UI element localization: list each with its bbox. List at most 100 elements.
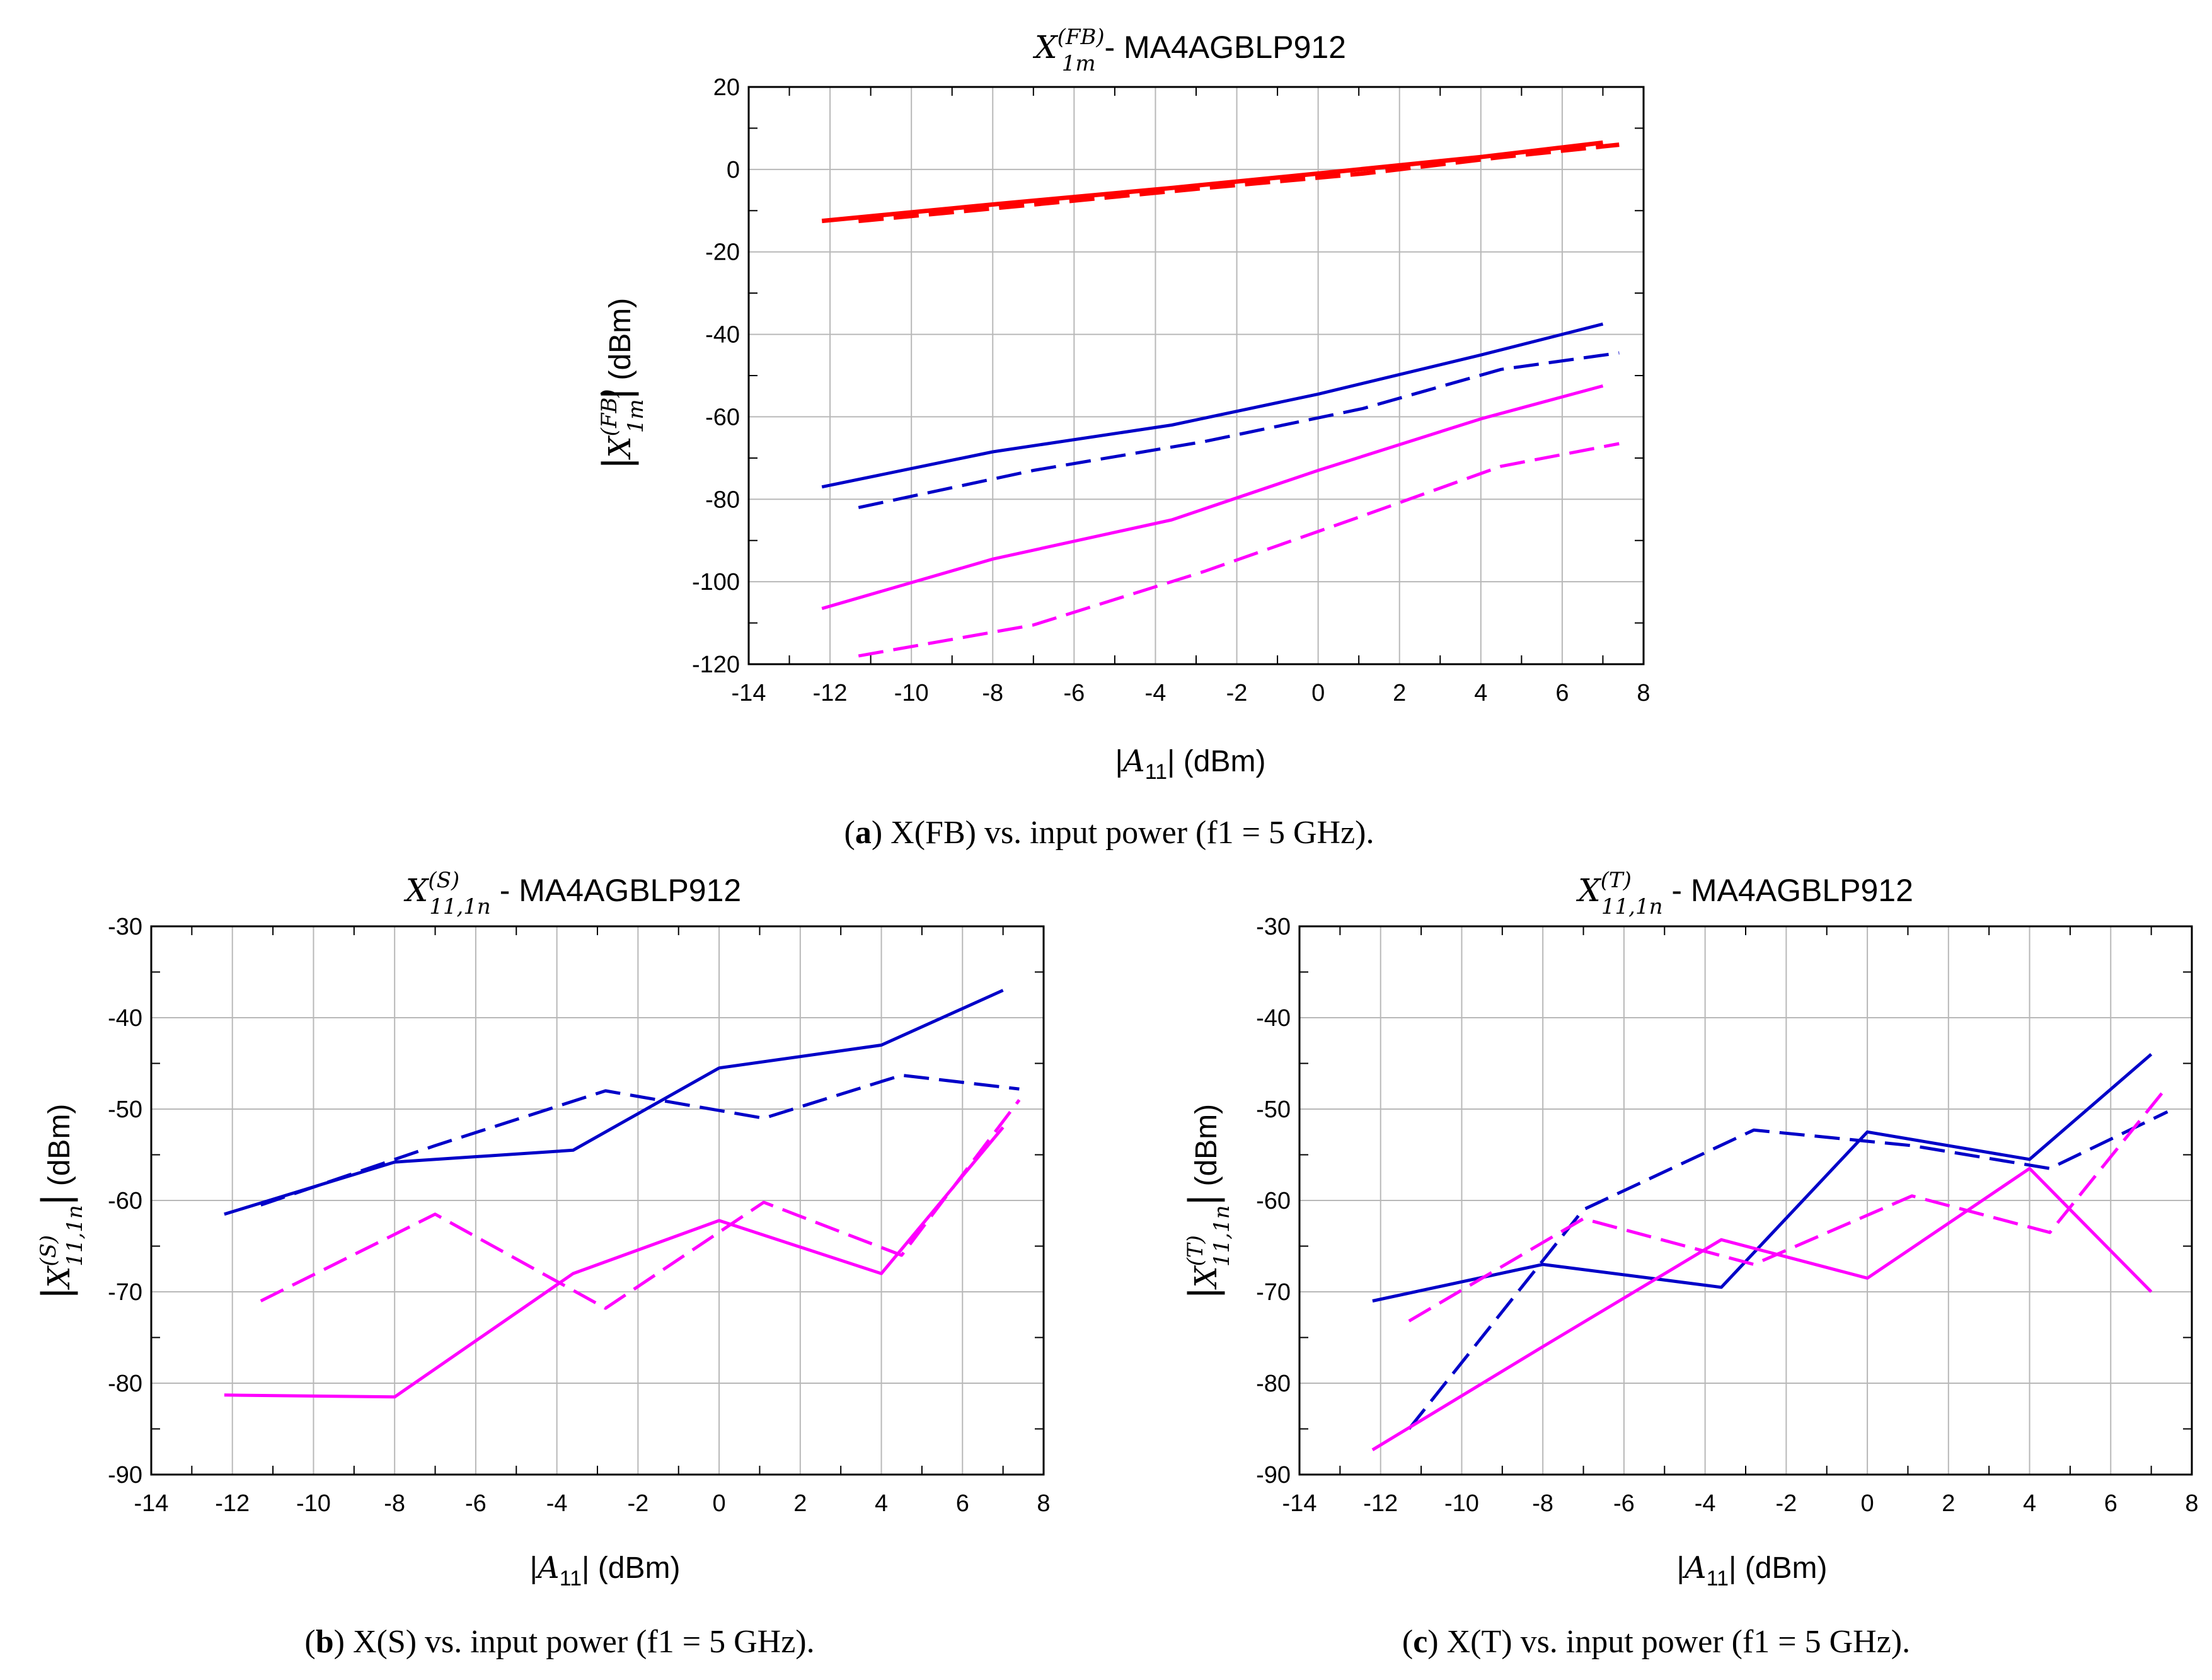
x-tick-label: 0: [1311, 680, 1325, 706]
x-tick-label: -2: [1775, 1490, 1797, 1517]
x-tick-label: -8: [1532, 1490, 1553, 1517]
series-line-blue-solid: [821, 322, 1604, 489]
x-tick-label: -10: [1444, 1490, 1479, 1517]
figure-caption: (a) X(FB) vs. input power (f1 = 5 GHz).: [844, 815, 1374, 851]
y-tick-label: -100: [692, 569, 740, 595]
y-tick-label: -30: [108, 914, 142, 940]
x-tick-label: 2: [793, 1490, 807, 1517]
series-line-red-dashed: [858, 142, 1620, 224]
grid: [1299, 926, 2192, 1475]
x-axis-label: |A11| (dBm): [1677, 1550, 1828, 1591]
chart-panel-b: X(S) 11,1n - MA4AGBLP912 -14 -12 -10 -8 -6 -4 -…: [33, 868, 1051, 1660]
chart-panel-a: X(FB) 1m - MA4AGBLP912 -14 -12 -10 -8 -6 -4 -2 0…: [594, 25, 1650, 851]
series-line-magenta-dashed: [260, 1098, 1021, 1310]
y-tick-labels: -120 -100 -80 -60 -40 -20 0 20: [692, 74, 740, 678]
y-tick-label: 20: [713, 74, 740, 101]
x-tick-label: -12: [813, 680, 848, 706]
minor-ticks: [1299, 926, 2192, 1475]
chart-title: X(S) 11,1n - MA4AGBLP912: [403, 868, 741, 919]
x-tick-label: -6: [465, 1490, 487, 1517]
x-tick-label: 8: [1037, 1490, 1050, 1517]
x-tick-labels: -14 -12 -10 -8 -6 -4 -2 0 2 4 6 8: [1282, 1490, 2199, 1517]
series-group: [821, 140, 1620, 658]
x-tick-label: -4: [546, 1490, 568, 1517]
series-line-blue-solid: [224, 989, 1004, 1216]
x-tick-label: 4: [2023, 1490, 2036, 1517]
y-tick-label: -80: [108, 1371, 142, 1397]
y-tick-label: -90: [1256, 1462, 1291, 1488]
y-tick-label: -40: [108, 1005, 142, 1032]
x-tick-label: -4: [1145, 680, 1166, 706]
series-line-magenta-solid: [821, 384, 1604, 611]
y-tick-label: -60: [705, 404, 740, 430]
x-tick-label: 2: [1942, 1490, 1955, 1517]
x-tick-label: -14: [732, 680, 766, 706]
x-tick-label: 2: [1393, 680, 1406, 706]
figure-caption: (b) X(S) vs. input power (f1 = 5 GHz).: [304, 1624, 814, 1660]
series-line-magenta-dashed: [1408, 1085, 2169, 1323]
x-tick-label: -12: [1363, 1490, 1398, 1517]
x-tick-label: 4: [1474, 680, 1487, 706]
y-tick-label: -20: [705, 239, 740, 266]
series-line-magenta-dashed: [858, 442, 1620, 658]
y-tick-label: -50: [108, 1096, 142, 1123]
x-tick-labels: -14 -12 -10 -8 -6 -4 -2 0 2 4 6 8: [134, 1490, 1051, 1517]
x-tick-label: 4: [875, 1490, 888, 1517]
series-line-blue-solid: [1372, 1053, 2153, 1303]
y-tick-label: -90: [108, 1462, 142, 1488]
x-tick-label: -14: [1282, 1490, 1317, 1517]
x-tick-label: 0: [1861, 1490, 1874, 1517]
series-line-blue-dashed: [858, 351, 1620, 509]
grid: [151, 926, 1044, 1475]
x-tick-label: -6: [1613, 1490, 1635, 1517]
y-tick-label: -70: [1256, 1279, 1291, 1306]
x-tick-label: -2: [1226, 680, 1248, 706]
x-tick-label: -12: [215, 1490, 250, 1517]
x-tick-label: -8: [384, 1490, 405, 1517]
minor-ticks: [749, 87, 1644, 664]
series-group: [224, 989, 1021, 1399]
x-tick-label: -4: [1695, 1490, 1716, 1517]
series-line-magenta-solid: [1371, 1166, 2153, 1451]
x-tick-label: -14: [134, 1490, 169, 1517]
y-tick-label: 0: [727, 157, 740, 183]
y-axis-label: |X(FB)1m| (dBm): [594, 298, 648, 468]
x-axis-label: |A11| (dBm): [530, 1550, 681, 1591]
series-line-red-solid: [821, 140, 1603, 224]
x-tick-label: -6: [1063, 680, 1085, 706]
y-tick-label: -70: [108, 1279, 142, 1306]
y-tick-labels: -90 -80 -70 -60 -50 -40 -30: [1256, 914, 1291, 1488]
y-tick-label: -80: [705, 486, 740, 513]
figure-caption: (c) X(T) vs. input power (f1 = 5 GHz).: [1402, 1624, 1910, 1660]
minor-ticks: [151, 926, 1044, 1475]
x-tick-label: 8: [1637, 680, 1650, 706]
y-tick-label: -120: [692, 652, 740, 678]
x-tick-label: 8: [2185, 1490, 2198, 1517]
x-tick-label: 6: [956, 1490, 969, 1517]
chart-panel-c: X(T) 11,1n - MA4AGBLP912 -14 -12 -10 -8 -6 -4-…: [1180, 868, 2199, 1660]
chart-title: X(T) 11,1n - MA4AGBLP912: [1575, 868, 1913, 919]
y-tick-label: -80: [1256, 1371, 1291, 1397]
y-tick-label: -60: [1256, 1188, 1291, 1214]
x-tick-labels: -14 -12 -10 -8 -6 -4 -2 0 2 4 6 8: [732, 680, 1650, 706]
grid: [748, 86, 1644, 665]
series-line-blue-dashed: [1407, 1110, 2169, 1430]
y-tick-label: -40: [1256, 1005, 1291, 1032]
x-tick-label: -10: [296, 1490, 331, 1517]
y-tick-label: -30: [1256, 914, 1291, 940]
y-tick-labels: -90 -80 -70 -60 -50 -40 -30: [108, 914, 142, 1488]
chart-title: X(FB) 1m - MA4AGBLP912: [1032, 25, 1346, 76]
plot-frame: [747, 86, 1645, 665]
y-axis-label: |X(T)11,1n| (dBm): [1180, 1104, 1235, 1298]
x-axis-label: |A11| (dBm): [1115, 744, 1266, 784]
y-tick-label: -40: [705, 322, 740, 348]
x-tick-label: 6: [1555, 680, 1569, 706]
x-tick-label: 0: [713, 1490, 726, 1517]
x-tick-label: -10: [894, 680, 929, 706]
series-line-magenta-solid: [224, 1126, 1005, 1399]
y-tick-label: -60: [108, 1188, 142, 1214]
series-group: [1371, 1053, 2169, 1451]
series-line-blue-dashed: [260, 1073, 1020, 1207]
x-tick-label: 6: [2104, 1490, 2117, 1517]
